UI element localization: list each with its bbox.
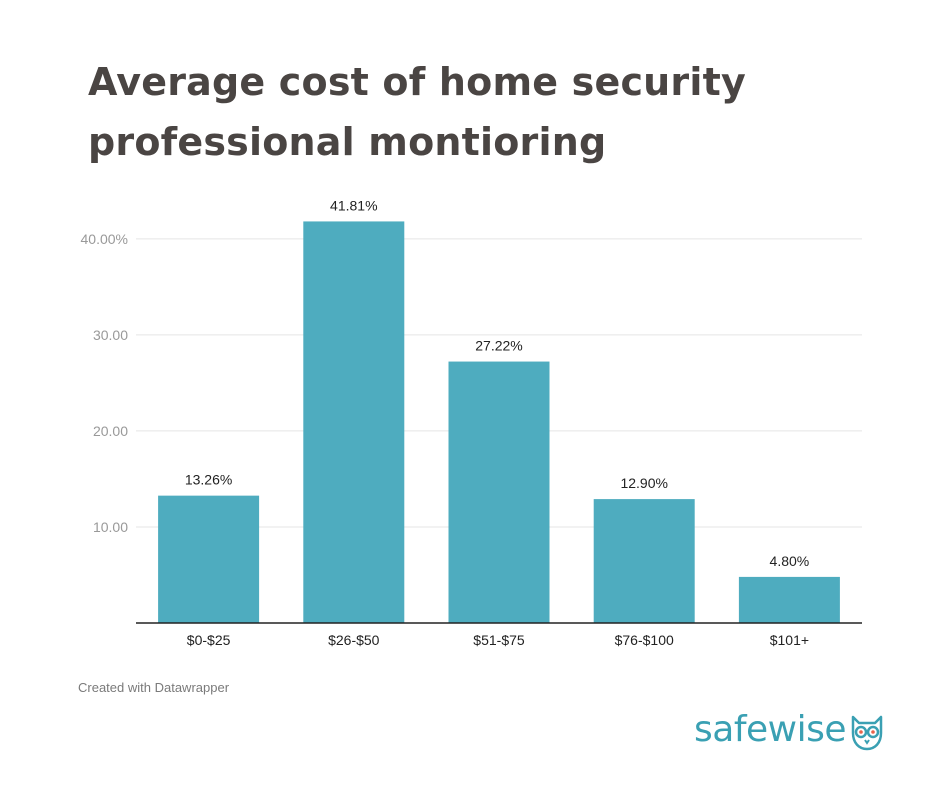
bar [738, 576, 840, 623]
y-tick-label: 10.00 [93, 519, 128, 535]
bar [593, 499, 695, 623]
brand-name-part2: wise [767, 709, 847, 750]
value-label: 27.22% [475, 338, 522, 354]
bar [303, 221, 405, 623]
value-label: 12.90% [620, 475, 667, 491]
brand-logo[interactable]: safe wise [694, 707, 884, 753]
value-label: 41.81% [330, 197, 377, 213]
owl-icon [851, 715, 883, 751]
y-tick-label: 20.00 [93, 423, 128, 439]
value-label: 4.80% [770, 553, 810, 569]
brand-name-part1: safe [694, 709, 768, 750]
x-tick-label: $101+ [770, 632, 809, 648]
x-tick-label: $51-$75 [473, 632, 525, 648]
y-tick-label: 40.00% [81, 231, 128, 247]
x-tick-label: $76-$100 [615, 632, 674, 648]
x-tick-label: $26-$50 [328, 632, 380, 648]
value-label: 13.26% [185, 472, 232, 488]
y-tick-label: 30.00 [93, 327, 128, 343]
bar [158, 495, 260, 623]
x-tick-label: $0-$25 [187, 632, 231, 648]
bar [448, 361, 550, 623]
footer-note: Created with Datawrapper [78, 680, 230, 695]
chart-title: Average cost of home security profession… [88, 60, 746, 164]
bar-chart: 10.00 20.00 30.00 40.00% 13.26% $0-$25 41.81% $… [81, 197, 862, 648]
